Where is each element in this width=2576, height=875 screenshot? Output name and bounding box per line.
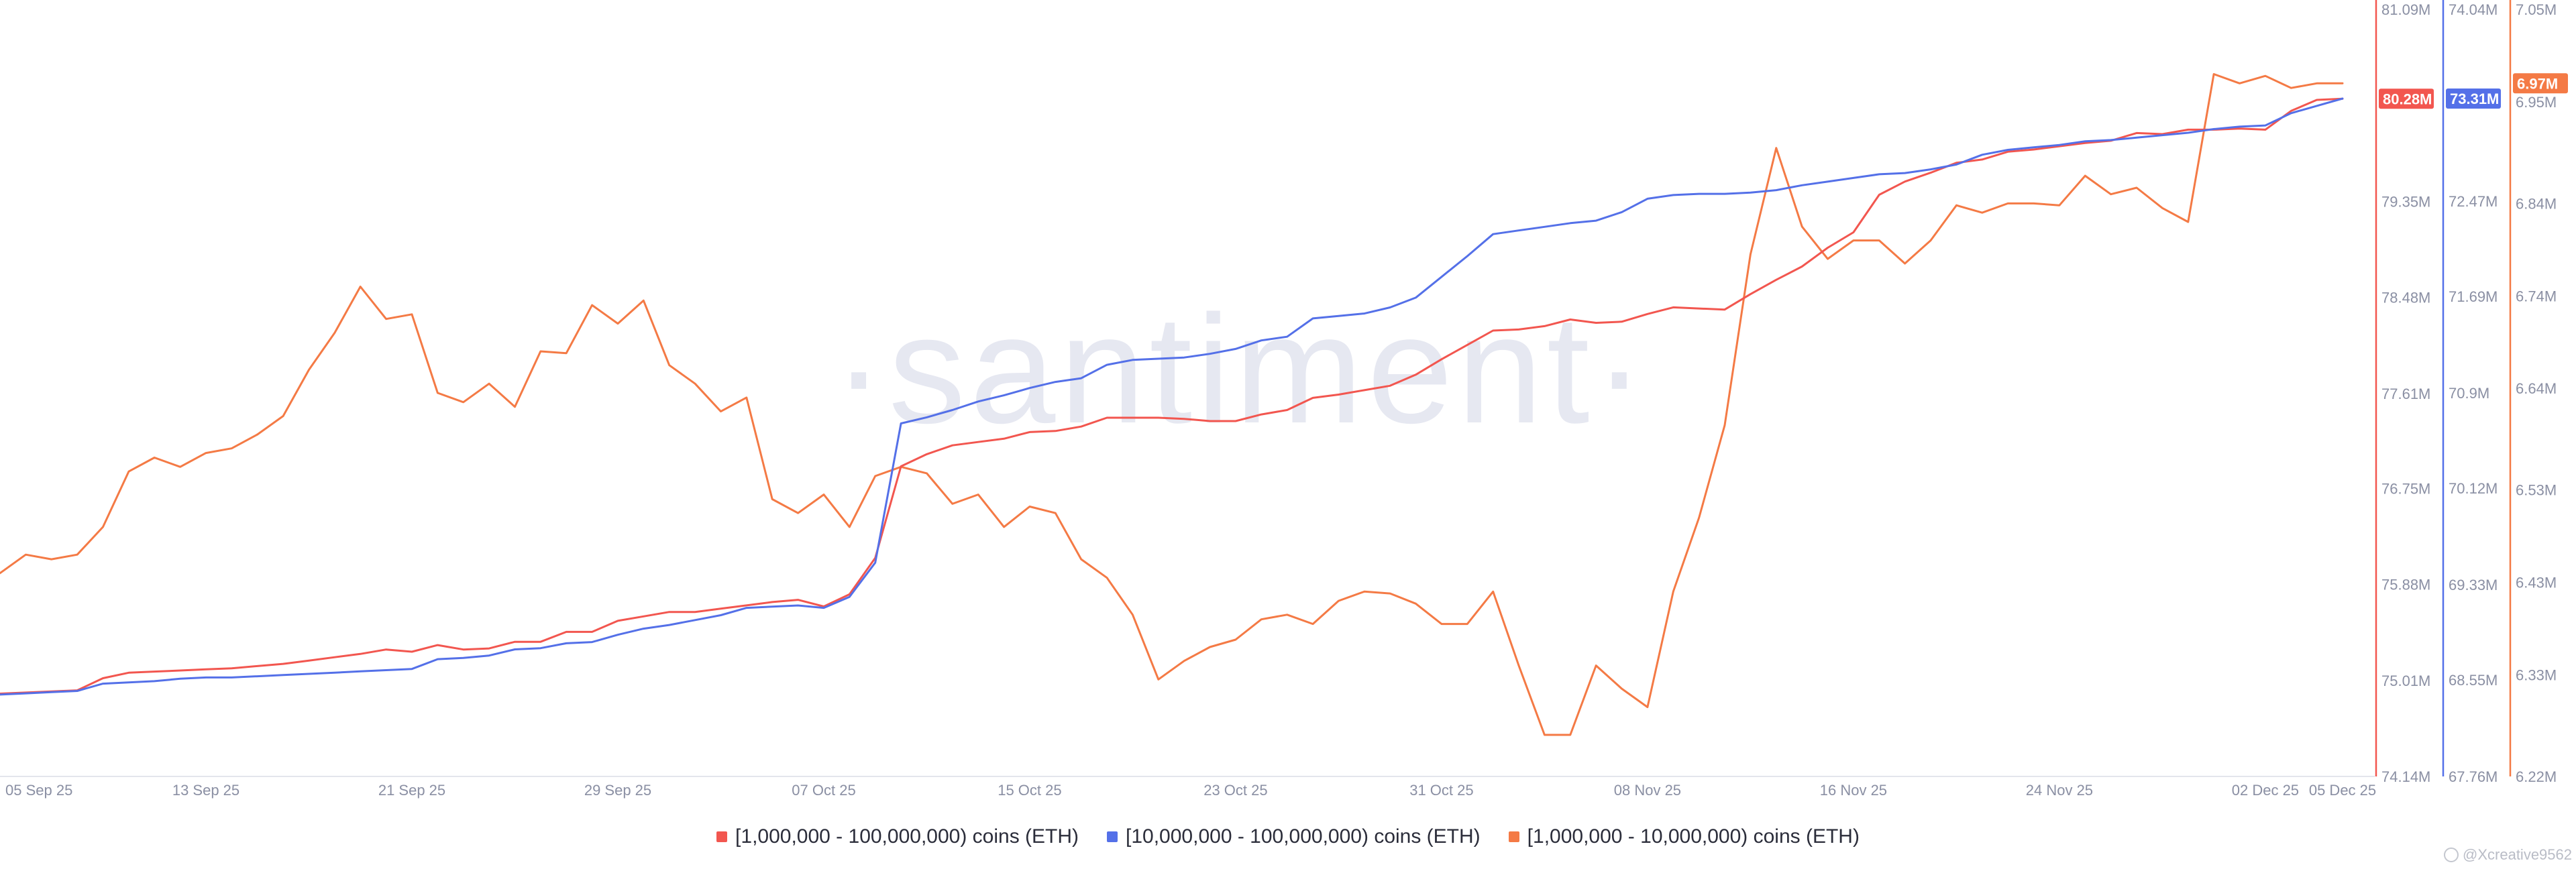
x-axis: 05 Sep 25 13 Sep 25 21 Sep 25 29 Sep 25 07 O… — [5, 782, 2376, 799]
y-tick-label-orange: 6.74M — [2516, 288, 2557, 304]
badge-label-red: 80.28M — [2383, 91, 2432, 107]
x-tick-label: 29 Sep 25 — [584, 782, 651, 799]
legend-label-orange: [1,000,000 - 10,000,000) coins (ETH) — [1527, 825, 1860, 848]
x-tick-label: 02 Dec 25 — [2232, 782, 2299, 799]
axis-layer: 81.09M 79.35M 78.48M 77.61M 76.75M 75.88M 75.0… — [2375, 0, 2568, 785]
y-tick-label-orange: 6.43M — [2516, 575, 2557, 591]
current-value-badge-orange: 6.97M — [2513, 73, 2568, 94]
legend-item-blue[interactable]: [10,000,000 - 100,000,000) coins (ETH) — [1107, 825, 1481, 848]
x-tick-label: 15 Oct 25 — [998, 782, 1061, 799]
x-tick-label: 13 Sep 25 — [172, 782, 239, 799]
legend-swatch-orange — [1508, 831, 1519, 842]
badge-bg-orange — [2513, 73, 2568, 94]
y-tick-label-blue: 68.55M — [2449, 672, 2498, 689]
y-tick-label-blue: 71.69M — [2449, 288, 2498, 305]
y-tick-label-orange: 6.64M — [2516, 380, 2557, 397]
y-tick-label-orange: 7.05M — [2516, 1, 2557, 18]
attribution-handle: @Xcreative9562 — [2463, 846, 2572, 863]
y-tick-label-red: 74.14M — [2381, 768, 2430, 785]
x-tick-label: 21 Sep 25 — [378, 782, 445, 799]
y-tick-label-red: 75.01M — [2381, 673, 2430, 689]
series-layer — [0, 73, 2344, 736]
chart-legend: [1,000,000 - 100,000,000) coins (ETH) [1… — [0, 823, 2576, 850]
y-tick-label-blue: 74.04M — [2449, 1, 2498, 18]
y-tick-label-blue: 70.9M — [2449, 385, 2489, 402]
legend-item-red[interactable]: [1,000,000 - 100,000,000) coins (ETH) — [716, 825, 1079, 848]
legend-item-orange[interactable]: [1,000,000 - 10,000,000) coins (ETH) — [1508, 825, 1860, 848]
badge-bg-blue — [2446, 89, 2501, 109]
legend-label-red: [1,000,000 - 100,000,000) coins (ETH) — [735, 825, 1079, 848]
x-tick-label: 24 Nov 25 — [2026, 782, 2093, 799]
santiment-logo-icon — [2444, 848, 2459, 862]
y-tick-label-blue: 70.12M — [2449, 480, 2498, 497]
watermark: ·santiment· — [833, 283, 1649, 455]
current-value-badge-blue: 73.31M — [2446, 89, 2501, 109]
x-tick-label: 31 Oct 25 — [1409, 782, 1473, 799]
badge-label-blue: 73.31M — [2450, 91, 2499, 107]
series-line-blue[interactable] — [0, 97, 2344, 696]
legend-swatch-blue — [1107, 831, 1118, 842]
y-tick-label-red: 77.61M — [2381, 386, 2430, 402]
x-tick-label: 16 Nov 25 — [1820, 782, 1887, 799]
y-tick-label-orange: 6.33M — [2516, 666, 2557, 683]
legend-label-blue: [10,000,000 - 100,000,000) coins (ETH) — [1126, 825, 1481, 848]
y-tick-label-red: 75.88M — [2381, 577, 2430, 593]
y-tick-label-orange: 6.22M — [2516, 768, 2557, 785]
y-tick-label-red: 79.35M — [2381, 193, 2430, 210]
x-tick-label: 05 Dec 25 — [2309, 782, 2376, 799]
y-tick-label-blue: 69.33M — [2449, 577, 2498, 593]
y-tick-label-orange: 6.84M — [2516, 195, 2557, 212]
series-line-orange[interactable] — [0, 73, 2344, 736]
y-tick-label-red: 81.09M — [2381, 1, 2430, 18]
y-tick-label-red: 78.48M — [2381, 290, 2430, 306]
attribution: @Xcreative9562 — [2444, 846, 2572, 864]
y-tick-label-red: 76.75M — [2381, 480, 2430, 497]
y-tick-label-orange: 6.95M — [2516, 94, 2557, 111]
y-tick-label-blue: 67.76M — [2449, 768, 2498, 785]
badge-label-orange: 6.97M — [2517, 75, 2558, 92]
current-value-badge-red: 80.28M — [2379, 89, 2434, 109]
x-tick-label: 07 Oct 25 — [792, 782, 855, 799]
x-tick-label: 23 Oct 25 — [1203, 782, 1267, 799]
legend-swatch-red — [716, 831, 728, 842]
y-tick-label-blue: 72.47M — [2449, 193, 2498, 210]
x-tick-label: 08 Nov 25 — [1614, 782, 1681, 799]
y-tick-label-orange: 6.53M — [2516, 482, 2557, 499]
badge-bg-red — [2379, 89, 2434, 109]
x-tick-label: 05 Sep 25 — [5, 782, 72, 799]
